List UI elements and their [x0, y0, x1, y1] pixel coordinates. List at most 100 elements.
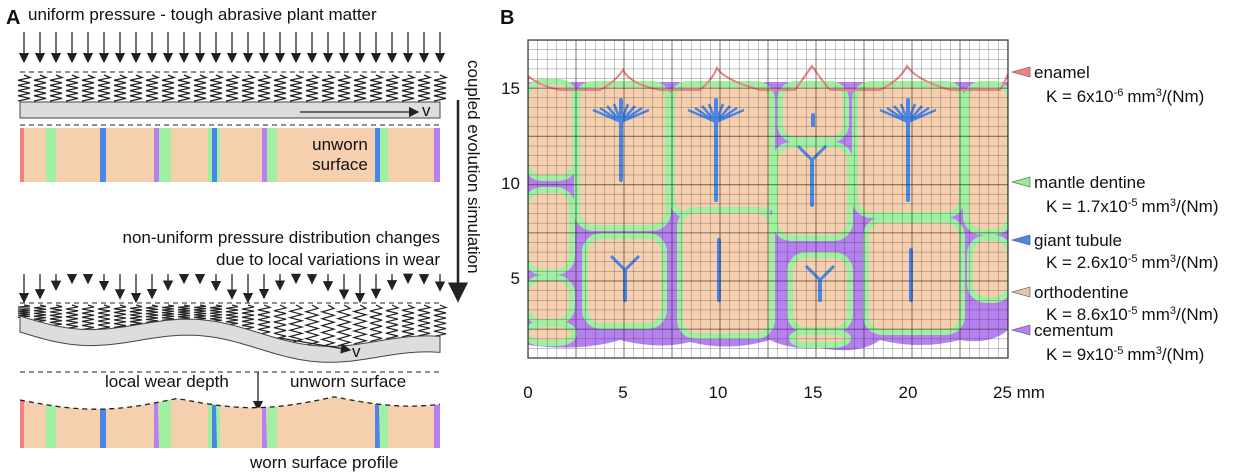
spring: [130, 305, 142, 325]
drawing: [526, 40, 1010, 358]
spring: [194, 305, 206, 320]
spring: [242, 75, 254, 101]
material-band: [46, 405, 56, 448]
panel-b: B0510152025 mm51015enamelK = 6x10-6mm3/(…: [500, 7, 1218, 402]
rate-text: /(Nm): [1176, 305, 1218, 324]
material-band: [380, 404, 388, 448]
process-label: coupled evolution simulation: [464, 60, 483, 274]
spring: [162, 305, 174, 320]
unworn-label: surface: [312, 155, 368, 174]
spring: [354, 305, 366, 344]
material-band: [159, 400, 171, 448]
spring: [386, 305, 398, 339]
x-tick-label: 25 mm: [993, 383, 1045, 402]
spring: [242, 305, 254, 329]
spring: [258, 305, 270, 334]
material-band: [375, 128, 380, 182]
panel-label: A: [6, 7, 20, 29]
legend-swatch: [1012, 177, 1030, 187]
superscript: -5: [1128, 197, 1138, 209]
material-band: [262, 128, 267, 182]
spring: [50, 75, 62, 101]
tooth: [792, 332, 848, 345]
legend-swatch: [1012, 287, 1030, 297]
description: non-uniform pressure distribution change…: [122, 228, 440, 247]
title: uniform pressure - tough abrasive plant …: [28, 5, 377, 24]
rate-text: K = 2.6x10: [1046, 253, 1128, 272]
spring: [146, 305, 158, 322]
material-band: [20, 128, 24, 182]
material-band: [154, 128, 159, 182]
x-tick-label: 0: [523, 383, 532, 402]
velocity-label: v: [422, 101, 431, 120]
unworn-label: unworn: [312, 135, 368, 154]
material-band: [267, 407, 277, 449]
spring: [370, 305, 382, 341]
spring: [18, 305, 30, 317]
spring: [114, 75, 126, 101]
tooth: [780, 84, 846, 140]
spring: [434, 305, 446, 336]
spring: [98, 75, 110, 101]
superscript: -5: [1128, 253, 1138, 265]
spring: [338, 305, 350, 346]
worn-profile-label: worn surface profile: [249, 453, 398, 472]
rate-text: /(Nm): [1176, 253, 1218, 272]
material-name: enamel: [1034, 63, 1090, 82]
spring: [162, 75, 174, 101]
velocity-label: v: [352, 342, 361, 361]
material-band: [20, 400, 24, 448]
material-band: [434, 404, 440, 448]
material-band: [212, 128, 217, 182]
material-name: orthodentine: [1034, 283, 1129, 302]
spring: [402, 305, 414, 337]
spring: [386, 75, 398, 101]
wear-depth-label: local wear depth: [105, 372, 229, 391]
spring: [370, 75, 382, 101]
rate-text: mm: [1127, 345, 1155, 364]
spring: [146, 75, 158, 101]
x-tick-label: 15: [804, 383, 823, 402]
y-tick-label: 10: [501, 174, 520, 193]
legend-swatch: [1012, 235, 1030, 245]
spring: [418, 305, 430, 336]
rate-text: K = 1.7x10: [1046, 197, 1128, 216]
spring: [210, 75, 222, 101]
rate-text: K = 6x10: [1046, 87, 1114, 106]
spring: [354, 75, 366, 101]
superscript: -6: [1114, 87, 1124, 99]
spring: [178, 305, 190, 319]
spring: [98, 305, 110, 329]
material-band: [46, 128, 56, 182]
x-tick-label: 5: [618, 383, 627, 402]
spring: [114, 305, 126, 327]
superscript: -5: [1128, 305, 1138, 317]
rate-text: mm: [1142, 305, 1170, 324]
spring: [322, 305, 334, 346]
spring: [66, 305, 78, 328]
spring: [274, 305, 286, 339]
spring: [274, 75, 286, 101]
spring: [18, 75, 30, 101]
figure: Auniform pressure - tough abrasive plant…: [0, 0, 1248, 473]
spring: [402, 75, 414, 101]
rate-constant: K = 9x10-5mm3/(Nm): [1046, 345, 1204, 364]
spring: [34, 305, 46, 322]
rate-text: /(Nm): [1162, 345, 1204, 364]
tooth: [526, 82, 575, 178]
spring: [338, 75, 350, 101]
rate-text: mm: [1127, 87, 1155, 106]
spring: [50, 305, 62, 326]
legend-swatch: [1012, 67, 1030, 77]
spring: [66, 75, 78, 101]
rate-text: mm: [1142, 197, 1170, 216]
superscript: -5: [1114, 345, 1124, 357]
panel-label: B: [500, 7, 514, 29]
description: due to local variations in wear: [216, 250, 440, 269]
material-band: [100, 128, 106, 182]
spring: [306, 75, 318, 101]
tooth: [526, 324, 574, 343]
spring: [322, 75, 334, 101]
